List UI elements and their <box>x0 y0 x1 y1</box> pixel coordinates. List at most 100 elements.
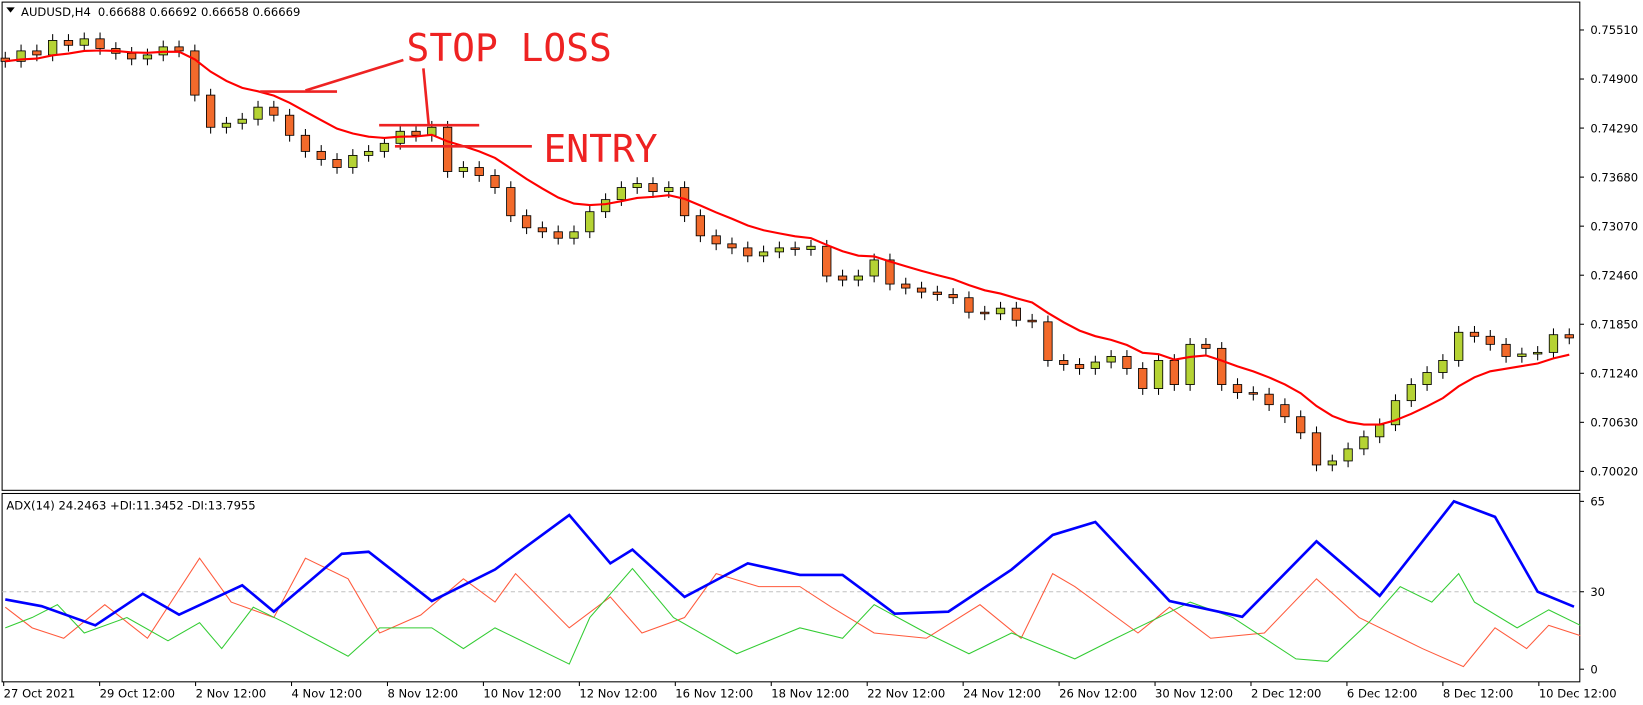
candle <box>901 277 911 295</box>
candle <box>490 169 500 194</box>
candle <box>537 221 548 239</box>
candle <box>316 145 326 166</box>
candle <box>1232 378 1243 399</box>
candle <box>1059 354 1069 371</box>
time-tick-label: 26 Nov 12:00 <box>1059 687 1137 701</box>
candle <box>932 285 942 301</box>
adx-line <box>5 499 1575 627</box>
adx-readout: ADX(14) 24.2463 +DI:11.3452 -DI:13.7955 <box>6 498 255 512</box>
ohlc-readout: 0.66688 0.66692 0.66658 0.66669 <box>98 5 300 19</box>
candle <box>474 161 484 182</box>
candle <box>758 245 769 263</box>
price-tick-label: 0.71850 <box>1590 317 1638 331</box>
candle <box>1201 338 1211 355</box>
candle <box>1217 342 1227 391</box>
candle <box>16 44 26 68</box>
candle <box>1027 313 1037 329</box>
adx-axis: 65 30 0 <box>1579 495 1605 676</box>
ma-line <box>5 49 1570 426</box>
candle <box>1311 426 1322 472</box>
candle <box>1422 366 1432 391</box>
candle <box>916 281 927 299</box>
candle <box>1264 387 1274 411</box>
candle <box>1327 454 1337 472</box>
candle <box>995 301 1006 321</box>
candle <box>853 269 863 287</box>
time-tick-label: 22 Nov 12:00 <box>867 687 945 701</box>
candle <box>679 181 690 223</box>
adx-panel-frame <box>1 492 1581 683</box>
candle <box>822 239 832 283</box>
candle <box>743 241 753 263</box>
candle <box>648 177 658 198</box>
time-tick-label: 2 Nov 12:00 <box>196 687 267 701</box>
candle <box>1122 350 1132 375</box>
adx-tick-label: 30 <box>1590 585 1605 599</box>
candle <box>142 48 153 66</box>
candle <box>1343 442 1353 468</box>
candle <box>585 205 595 239</box>
candle <box>237 112 247 130</box>
candle <box>1011 301 1021 327</box>
minus-di-line <box>4 557 1581 668</box>
price-tick-label: 0.70020 <box>1590 465 1638 479</box>
candle <box>190 44 200 102</box>
price-tick-label: 0.74290 <box>1590 121 1638 135</box>
candle <box>1090 355 1100 375</box>
time-tick-label: 2 Dec 12:00 <box>1251 687 1321 701</box>
price-tick-label: 0.73680 <box>1590 170 1638 184</box>
adx-tick-label: 65 <box>1590 495 1605 509</box>
time-tick-label: 18 Nov 12:00 <box>771 687 849 701</box>
candle <box>206 88 216 134</box>
candle <box>1406 378 1416 407</box>
candle <box>363 145 374 162</box>
candle <box>521 209 532 235</box>
candle <box>174 40 184 58</box>
candle <box>442 120 453 178</box>
candle <box>48 34 58 62</box>
dropdown-triangle-icon[interactable] <box>6 7 15 13</box>
candle <box>600 193 611 219</box>
candle <box>1501 338 1511 363</box>
price-tick-label: 0.71240 <box>1590 367 1638 381</box>
adx-tick-label: 0 <box>1590 662 1597 676</box>
candle <box>1564 328 1574 345</box>
time-tick-label: 4 Nov 12:00 <box>292 687 363 701</box>
stop-loss-pointer <box>305 58 404 92</box>
moving-average <box>5 49 1570 426</box>
candle <box>964 291 974 319</box>
candle <box>253 100 263 126</box>
candle <box>695 209 706 243</box>
candle <box>553 225 563 245</box>
candle <box>1248 386 1258 401</box>
candle <box>1296 410 1306 440</box>
chart-header: AUDUSD,H4 0.66688 0.66692 0.66658 0.6666… <box>6 5 300 512</box>
stop-loss-label: STOP LOSS <box>407 26 612 70</box>
time-tick-label: 16 Nov 12:00 <box>675 687 753 701</box>
candle <box>869 253 879 283</box>
candle <box>332 153 342 174</box>
candle <box>300 128 311 158</box>
price-tick-label: 0.73070 <box>1590 219 1638 233</box>
candle <box>1074 358 1085 375</box>
candle <box>569 225 579 245</box>
time-tick-label: 27 Oct 2021 <box>4 687 76 701</box>
candle <box>774 241 785 259</box>
time-tick-label: 10 Nov 12:00 <box>483 687 561 701</box>
candle <box>506 181 516 223</box>
candle <box>1454 325 1464 367</box>
candle <box>1185 338 1195 391</box>
candle <box>1485 329 1495 351</box>
plus-di-line <box>5 567 1581 665</box>
candle <box>1280 398 1290 424</box>
time-tick-label: 30 Nov 12:00 <box>1155 687 1233 701</box>
candles <box>0 32 1574 472</box>
candle <box>1517 347 1527 363</box>
price-tick-label: 0.74900 <box>1590 72 1638 86</box>
candle <box>458 161 469 178</box>
entry-label: ENTRY <box>543 127 657 171</box>
candle <box>1375 418 1385 444</box>
candle <box>1359 430 1369 456</box>
